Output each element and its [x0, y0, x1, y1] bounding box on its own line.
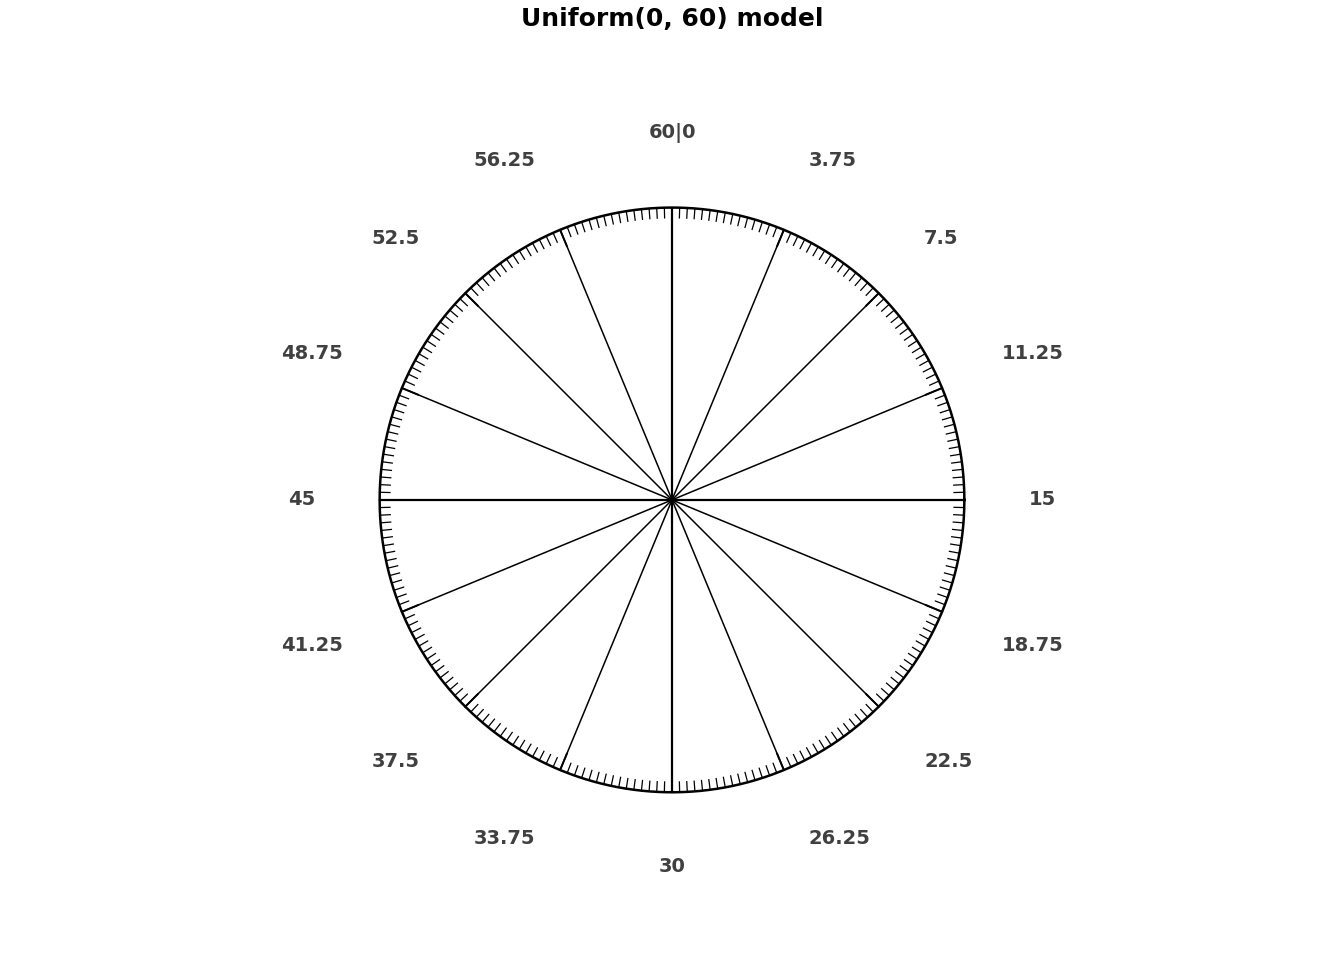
- Text: 56.25: 56.25: [473, 152, 535, 171]
- Text: 52.5: 52.5: [371, 228, 419, 248]
- Title: Uniform(0, 60) model: Uniform(0, 60) model: [520, 7, 824, 31]
- Text: 3.75: 3.75: [809, 152, 856, 171]
- Text: 18.75: 18.75: [1001, 636, 1063, 656]
- Text: 33.75: 33.75: [474, 829, 535, 849]
- Text: 30: 30: [659, 856, 685, 876]
- Text: 7.5: 7.5: [925, 228, 958, 248]
- Text: 15: 15: [1028, 491, 1056, 510]
- Text: 22.5: 22.5: [925, 752, 973, 771]
- Text: 60|0: 60|0: [648, 123, 696, 143]
- Text: 41.25: 41.25: [281, 636, 343, 656]
- Text: 48.75: 48.75: [281, 345, 343, 364]
- Text: 37.5: 37.5: [372, 752, 419, 771]
- Text: 11.25: 11.25: [1001, 345, 1063, 364]
- Text: 45: 45: [288, 491, 316, 510]
- Text: 26.25: 26.25: [809, 829, 871, 849]
